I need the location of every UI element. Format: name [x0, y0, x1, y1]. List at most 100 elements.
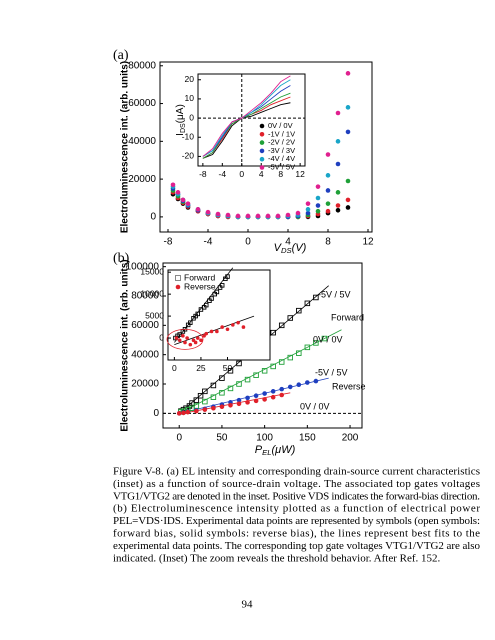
- data-point: [210, 394, 217, 400]
- data-point: [262, 397, 267, 402]
- y-tick-label: 0: [189, 112, 194, 122]
- x-tick-label: 0: [172, 363, 177, 373]
- data-point: [335, 203, 341, 208]
- data-point: [210, 382, 217, 389]
- x-tick-label: 150: [299, 433, 316, 444]
- legend-label: -3V / 3V: [268, 146, 295, 155]
- x-tick-label: -8: [164, 237, 173, 248]
- data-point: [265, 213, 271, 219]
- data-point: [305, 380, 310, 385]
- y-tick-label: 40000: [131, 349, 159, 360]
- y-tick-label: 20000: [131, 379, 159, 390]
- data-point: [244, 376, 251, 383]
- data-point: [287, 315, 294, 321]
- data-point: [177, 332, 182, 337]
- data-point: [253, 398, 259, 404]
- legend-marker: [259, 140, 265, 145]
- data-point: [279, 392, 285, 398]
- data-point: [325, 173, 331, 178]
- data-point: [345, 105, 351, 110]
- data-point: [335, 207, 341, 213]
- x-axis-label: PEL(μW): [255, 444, 296, 457]
- data-point: [195, 336, 200, 340]
- x-tick-label: 12: [295, 169, 305, 179]
- annotation: 0V / 0V: [313, 334, 343, 344]
- data-point: [181, 410, 186, 416]
- data-point: [219, 404, 225, 410]
- data-point: [236, 401, 242, 407]
- data-point: [262, 391, 267, 396]
- data-point: [195, 311, 200, 317]
- iv-curve: [202, 75, 291, 157]
- annotation: 0V / 0V: [300, 401, 330, 411]
- data-point: [278, 322, 285, 329]
- data-point: [235, 213, 241, 219]
- y-axis-label-part: I: [175, 133, 186, 136]
- data-point: [304, 344, 311, 351]
- data-point: [287, 384, 293, 390]
- x-tick-label: 8: [278, 169, 283, 179]
- panel-label: (a): [113, 48, 129, 63]
- data-point: [193, 397, 200, 403]
- caption-line: experimental data points. The correspond…: [113, 540, 481, 552]
- legend-label: -1V / 1V: [268, 129, 295, 138]
- y-tick-label: 80000: [128, 60, 156, 71]
- y-tick-label: 5000: [145, 310, 164, 320]
- data-point: [345, 197, 351, 203]
- x-tick-label: 100: [256, 433, 273, 444]
- panel-label: (b): [113, 251, 130, 266]
- y-tick-label: 40000: [128, 136, 156, 147]
- data-point: [170, 182, 176, 188]
- data-point: [345, 178, 351, 184]
- legend-marker: [259, 132, 265, 137]
- x-tick-label: 12: [362, 237, 374, 248]
- data-point: [227, 368, 234, 374]
- threshold-circle: [166, 328, 204, 350]
- y-tick-label: -10: [182, 132, 195, 142]
- data-point: [315, 195, 321, 201]
- x-tick-label: 0: [239, 169, 244, 179]
- data-point: [231, 323, 235, 327]
- data-point: [270, 394, 276, 400]
- data-point: [185, 201, 191, 206]
- y-tick-label: 80000: [131, 291, 159, 302]
- x-tick-label: 50: [216, 433, 228, 444]
- data-point: [253, 372, 259, 378]
- data-point: [270, 363, 276, 370]
- y-tick-label: 60000: [128, 98, 156, 109]
- data-point: [194, 408, 199, 414]
- x-axis-label-part: V: [274, 242, 283, 254]
- data-point: [188, 320, 193, 325]
- y-axis-label: Electroluminescence int. (arb. units): [120, 61, 131, 233]
- y-tick-label: 10000: [140, 288, 164, 298]
- data-point: [181, 334, 185, 338]
- x-tick-label: 8: [325, 237, 331, 248]
- data-point: [220, 325, 224, 329]
- x-tick-label: 200: [342, 433, 359, 444]
- y-tick-label: -20: [182, 151, 195, 161]
- x-axis-label-part: (μW): [272, 444, 296, 456]
- legend-marker: [259, 123, 265, 129]
- caption-line: PEL=VDS·IDS. Experimental data points ar…: [113, 515, 480, 527]
- data-point: [236, 360, 242, 367]
- x-axis-label-part: (V): [292, 242, 307, 254]
- data-point: [335, 139, 341, 144]
- x-axis-label-part: DS: [281, 246, 293, 255]
- data-point: [183, 340, 187, 345]
- data-point: [261, 368, 268, 374]
- data-point: [296, 307, 302, 314]
- y-tick-label: 0: [153, 408, 159, 419]
- data-point: [214, 289, 220, 295]
- annotation: -5V / 5V: [315, 367, 348, 377]
- fit-line: [174, 315, 255, 346]
- data-point: [236, 320, 240, 325]
- data-point: [296, 382, 302, 388]
- y-axis-label-part: (μA): [175, 104, 186, 123]
- annotation: -5V / 5V: [318, 289, 351, 299]
- data-point: [177, 338, 182, 343]
- x-tick-label: -4: [219, 169, 227, 179]
- legend-label: 0V / 0V: [268, 121, 293, 130]
- data-point: [197, 392, 204, 399]
- data-point: [295, 210, 301, 216]
